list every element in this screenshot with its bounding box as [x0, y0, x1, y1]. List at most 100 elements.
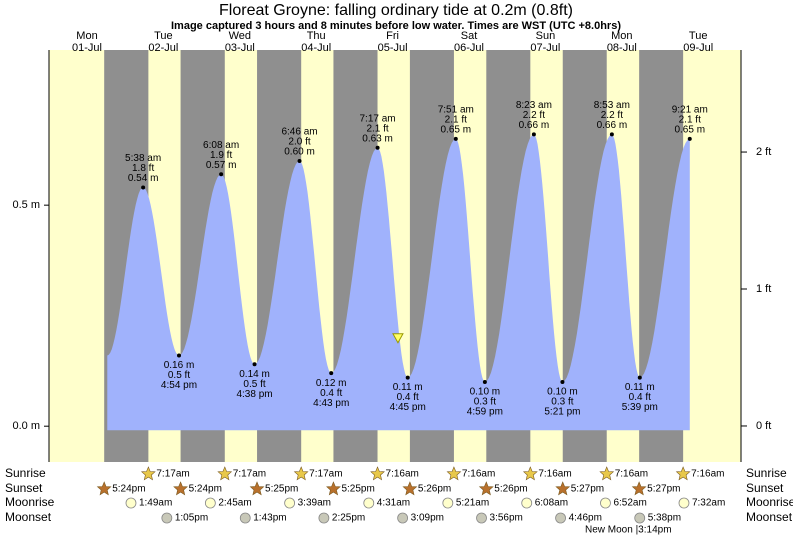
sunrise-icon — [370, 466, 385, 481]
extreme-label: 0.63 m — [362, 133, 393, 144]
extreme-dot — [637, 375, 642, 380]
row-time: 5:38pm — [648, 513, 681, 524]
day-name: Mon — [611, 30, 632, 42]
row-label-right: Sunset — [746, 481, 784, 495]
moonrise-icon — [442, 497, 454, 509]
moonrise-icon — [204, 497, 216, 509]
moonrise-icon — [521, 497, 533, 509]
sunset-icon — [478, 481, 494, 496]
extreme-label: 0.12 m — [316, 378, 347, 389]
extreme-label: 0.5 ft — [168, 370, 190, 381]
sunrise-icon — [293, 466, 309, 481]
extreme-label: 0.3 ft — [551, 397, 573, 408]
extreme-label: 0.10 m — [470, 387, 501, 398]
row-label-right: Moonset — [746, 510, 793, 524]
extreme-dot — [252, 362, 257, 367]
day-name: Mon — [76, 30, 97, 42]
extreme-dot — [375, 145, 380, 150]
extreme-label: 0.3 ft — [474, 397, 496, 408]
moonrise-icon — [600, 497, 611, 509]
row-time: 2:45am — [218, 498, 251, 509]
extreme-label: 9:21 am — [672, 104, 708, 115]
y2-tick-label: 0 ft — [756, 420, 771, 432]
row-time: 7:32am — [692, 498, 725, 509]
row-time: 4:31am — [377, 498, 410, 509]
extreme-label: 0.65 m — [441, 124, 472, 135]
extreme-dot — [560, 379, 565, 384]
row-time: 7:16am — [462, 469, 495, 480]
row-time: 1:05pm — [175, 513, 208, 524]
row-time: 4:46pm — [569, 513, 602, 524]
extreme-label: 8:53 am — [594, 100, 630, 111]
row-label: Moonrise — [5, 495, 55, 509]
extreme-dot — [329, 371, 334, 376]
row-time: 3:09pm — [411, 513, 444, 524]
extreme-label: 2.1 ft — [679, 114, 701, 125]
sunrise-icon — [446, 466, 462, 481]
extreme-label: 7:51 am — [438, 104, 474, 115]
chart-subtitle: Image captured 3 hours and 8 minutes bef… — [171, 20, 621, 32]
moonset-icon — [634, 512, 646, 524]
row-time: 6:08am — [535, 498, 568, 509]
extreme-label: 2.2 ft — [523, 110, 545, 121]
row-time: 5:26pm — [418, 484, 451, 495]
extreme-label: 0.11 m — [625, 382, 655, 393]
moonset-icon — [161, 512, 173, 524]
extreme-label: 0.4 ft — [397, 392, 419, 403]
extreme-label: 0.66 m — [519, 120, 550, 131]
day-name: Sat — [461, 30, 478, 42]
moonrise-icon — [363, 497, 375, 509]
row-time: 5:21am — [456, 498, 489, 509]
chart-title: Floreat Groyne: falling ordinary tide at… — [219, 2, 573, 19]
row-time: 2:25pm — [332, 513, 365, 524]
row-time: 7:17am — [309, 469, 342, 480]
now-marker — [392, 333, 404, 344]
extreme-label: 5:39 pm — [622, 402, 658, 413]
row-time: 7:17am — [156, 469, 189, 480]
row-time: 5:27pm — [647, 484, 680, 495]
moonset-icon — [318, 512, 330, 524]
extreme-label: 0.5 ft — [243, 379, 265, 390]
extreme-label: 0.60 m — [284, 147, 315, 158]
row-label: Sunrise — [5, 466, 46, 480]
extreme-label: 0.11 m — [393, 382, 423, 393]
extreme-label: 0.66 m — [597, 120, 628, 131]
sunset-icon — [631, 481, 647, 496]
sunrise-icon — [140, 466, 156, 481]
day-date: 05-Jul — [378, 42, 408, 54]
extreme-label: 0.4 ft — [629, 392, 651, 403]
sunrise-icon — [599, 466, 615, 481]
row-time: 3:39am — [298, 498, 331, 509]
extreme-label: 6:46 am — [281, 127, 317, 138]
day-name: Tue — [154, 30, 173, 42]
y2-tick-label: 2 ft — [756, 146, 771, 158]
row-time: 6:52am — [613, 498, 646, 509]
extreme-label: 5:21 pm — [544, 407, 580, 418]
sunrise-icon — [217, 466, 233, 481]
extreme-label: 7:17 am — [360, 113, 396, 124]
moonrise-icon — [678, 497, 690, 509]
day-name: Tue — [689, 30, 708, 42]
sunrise-icon — [675, 466, 691, 481]
day-date: 04-Jul — [301, 42, 331, 54]
extreme-label: 0.65 m — [674, 124, 705, 135]
row-time: 5:26pm — [494, 484, 527, 495]
moonset-icon — [239, 512, 251, 524]
y-tick-label: 0.0 m — [12, 420, 40, 432]
row-time: 3:56pm — [490, 513, 523, 524]
extreme-dot — [609, 132, 614, 137]
day-name: Wed — [229, 30, 251, 42]
extreme-dot — [297, 158, 302, 163]
sunset-icon — [326, 481, 341, 496]
extreme-label: 0.54 m — [128, 173, 159, 184]
extreme-label: 0.57 m — [206, 160, 237, 171]
extreme-dot — [453, 136, 458, 141]
extreme-label: 2.2 ft — [601, 110, 623, 121]
extreme-label: 5:38 am — [125, 153, 161, 164]
row-time: 7:17am — [233, 469, 266, 480]
day-date: 02-Jul — [148, 42, 178, 54]
row-time: 7:16am — [538, 469, 571, 480]
foreground: Mon01-JulTue02-JulWed03-JulThu04-JulFri0… — [5, 30, 793, 536]
extreme-label: 4:38 pm — [236, 389, 272, 400]
row-time: 5:24pm — [112, 484, 145, 495]
